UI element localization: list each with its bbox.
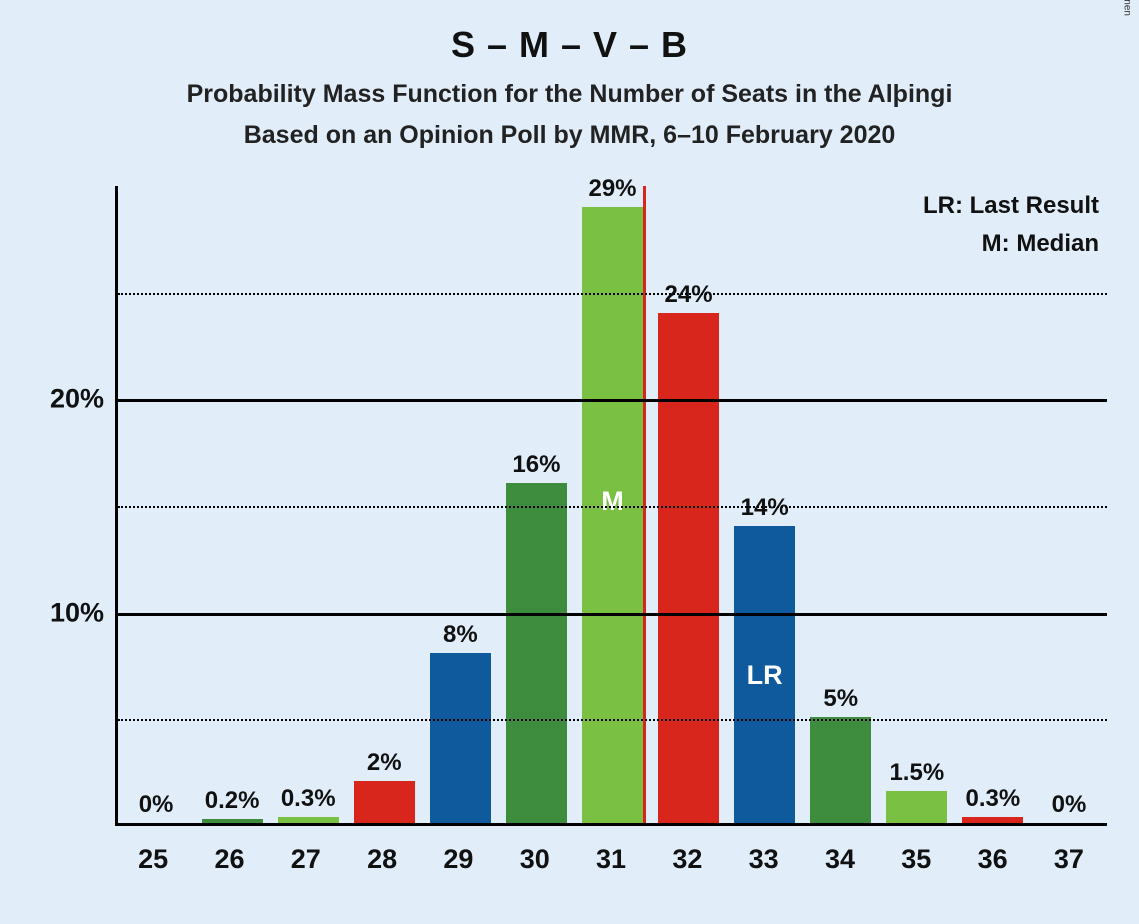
plot-container: LR: Last Result M: Median 0%0.2%0.3%2%8%… (0, 0, 1139, 924)
bar-slot: 0% (1031, 186, 1107, 823)
bar-value-label: 0.3% (966, 785, 1021, 817)
bar-slot: 5% (803, 186, 879, 823)
bar-value-label: 8% (443, 621, 478, 653)
bar-slot: 8% (422, 186, 498, 823)
x-axis-labels: 25262728293031323334353637 (115, 844, 1107, 875)
bar-slot: 0.3% (955, 186, 1031, 823)
x-axis-label: 36 (954, 844, 1030, 875)
x-axis-label: 29 (420, 844, 496, 875)
gridline (118, 506, 1107, 508)
bar-slot: 0% (118, 186, 194, 823)
gridline (118, 719, 1107, 721)
last-result-line (643, 186, 646, 823)
bar: 1.5% (886, 791, 947, 823)
bar-slot: 29%M (574, 186, 650, 823)
bar-slot: 0.2% (194, 186, 270, 823)
bar: 0.3% (278, 817, 339, 823)
median-marker: M (601, 486, 624, 517)
bar-value-label: 0.3% (281, 785, 336, 817)
bars-row: 0%0.2%0.3%2%8%16%29%M24%14%LR5%1.5%0.3%0… (118, 186, 1107, 823)
gridline (118, 399, 1107, 402)
bar: 2% (354, 781, 415, 823)
bar-value-label: 5% (823, 685, 858, 717)
bar-slot: 14% LR (727, 186, 803, 823)
bar-value-label: 2% (367, 749, 402, 781)
x-axis-label: 27 (268, 844, 344, 875)
bar-value-label: 29% (588, 175, 636, 207)
bar-value-label: 0.2% (205, 787, 260, 819)
bar: 16% (506, 483, 567, 823)
x-axis-label: 33 (726, 844, 802, 875)
bar-value-label: 14% (741, 494, 789, 526)
bar-value-label: 24% (665, 281, 713, 313)
bar: 24% (658, 313, 719, 823)
x-axis-label: 35 (878, 844, 954, 875)
chart-container: © 2020 Filip van Laenen S – M – V – B Pr… (0, 0, 1139, 924)
bar-value-label: 0% (1052, 791, 1087, 823)
x-axis-label: 32 (649, 844, 725, 875)
x-axis-label: 26 (191, 844, 267, 875)
bar: 0.3% (962, 817, 1023, 823)
gridline (118, 613, 1107, 616)
bar: 5% (810, 717, 871, 823)
x-axis-label: 25 (115, 844, 191, 875)
bar-slot: 1.5% (879, 186, 955, 823)
bar-value-label: 0% (139, 791, 174, 823)
x-axis-label: 37 (1031, 844, 1107, 875)
bar-slot: 16% (498, 186, 574, 823)
bar: 14%LR (734, 526, 795, 823)
bar-slot: 0.3% (270, 186, 346, 823)
bar-slot: 24% (651, 186, 727, 823)
bar: 8% (430, 653, 491, 823)
bar-value-label: 1.5% (889, 759, 944, 791)
bar-value-label: 16% (512, 451, 560, 483)
last-result-marker: LR (747, 660, 783, 691)
bar-slot: 2% (346, 186, 422, 823)
bar: 29%M (582, 207, 643, 823)
x-axis-label: 34 (802, 844, 878, 875)
y-axis-label: 20% (50, 384, 118, 415)
x-axis-label: 28 (344, 844, 420, 875)
x-axis-label: 31 (573, 844, 649, 875)
plot-area: LR: Last Result M: Median 0%0.2%0.3%2%8%… (115, 186, 1107, 826)
bar: 0.2% (202, 819, 263, 823)
x-axis-label: 30 (497, 844, 573, 875)
gridline (118, 293, 1107, 295)
y-axis-label: 10% (50, 597, 118, 628)
